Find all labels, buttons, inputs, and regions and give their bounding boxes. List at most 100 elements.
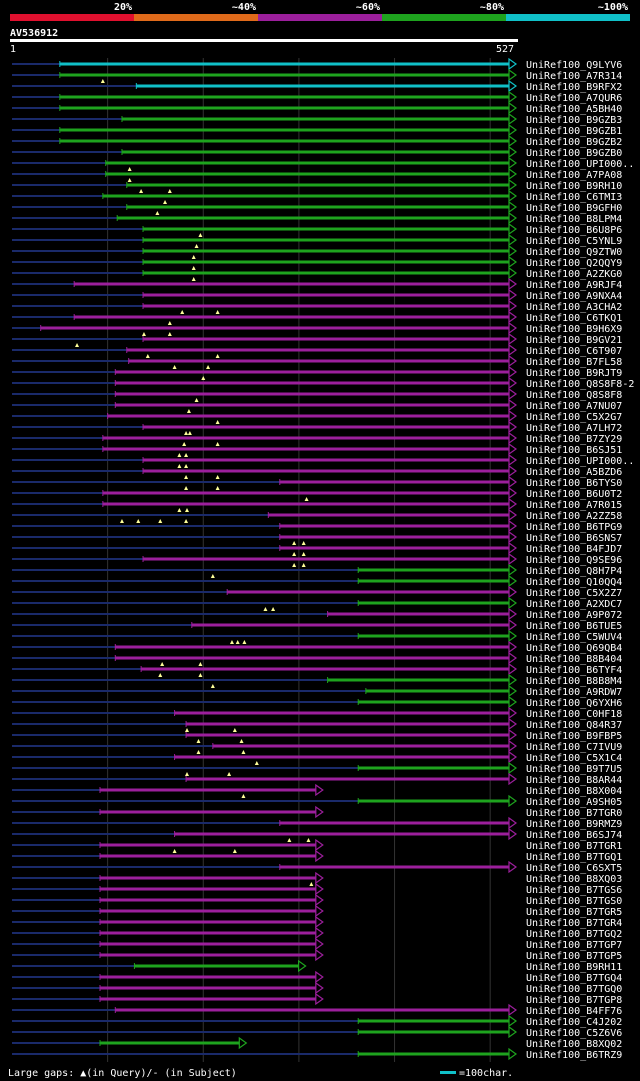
alignment-row[interactable]: UniRef100_B8B8M4 [12,673,622,688]
row-label[interactable]: UniRef100_B7TGQ1 [526,852,622,863]
row-label[interactable]: UniRef100_Q8S8F8-2 [526,379,634,390]
alignment-row[interactable]: UniRef100_Q9SE96 [12,552,622,567]
row-label[interactable]: UniRef100_Q69QB4 [526,643,622,654]
row-label[interactable]: UniRef100_B6TUE5 [526,621,622,632]
row-label[interactable]: UniRef100_B9RH11 [526,962,622,973]
alignment-row[interactable]: UniRef100_B7TGP8 [12,992,622,1006]
alignment-row[interactable]: UniRef100_B6U0T2 [12,486,622,501]
row-label[interactable]: UniRef100_B8XQ03 [526,874,622,885]
alignment-row[interactable]: UniRef100_UPI000.. [12,156,634,171]
alignment-row[interactable]: UniRef100_B7TGS6 [12,882,622,896]
alignment-row[interactable]: UniRef100_Q6YXH6 [12,695,622,709]
row-label[interactable]: UniRef100_A9RDW7 [526,687,622,698]
row-label[interactable]: UniRef100_A9RJF4 [526,280,622,291]
row-label[interactable]: UniRef100_A9NXA4 [526,291,622,302]
row-label[interactable]: UniRef100_C5X2G7 [526,412,622,423]
alignment-row[interactable]: UniRef100_A5BH40 [12,101,622,115]
alignment-row[interactable]: UniRef100_Q2QQY9 [12,255,622,270]
alignment-row[interactable]: UniRef100_UPI000.. [12,453,634,468]
row-label[interactable]: UniRef100_B7ZY29 [526,434,622,445]
row-label[interactable]: UniRef100_B4FF76 [526,1006,622,1017]
alignment-row[interactable]: UniRef100_C5X2G7 [12,409,622,424]
alignment-row[interactable]: UniRef100_B9RMZ9 [12,816,622,830]
alignment-row[interactable]: UniRef100_B9GZB2 [12,134,622,148]
alignment-row[interactable]: UniRef100_B9RH10 [12,178,622,193]
row-label[interactable]: UniRef100_B7TGQ2 [526,929,622,940]
alignment-row[interactable]: UniRef100_Q9ZTW0 [12,244,622,259]
alignment-row[interactable]: UniRef100_B4FF76 [12,1003,622,1017]
row-label[interactable]: UniRef100_B8XQ02 [526,1039,622,1050]
row-label[interactable]: UniRef100_C0HF18 [526,709,622,720]
alignment-row[interactable]: UniRef100_Q10QQ4 [12,574,622,588]
alignment-row[interactable]: UniRef100_B6SNS7 [12,530,622,545]
alignment-row[interactable]: UniRef100_B8XQ03 [12,871,622,886]
row-label[interactable]: UniRef100_B6U0T2 [526,489,622,500]
row-label[interactable]: UniRef100_A7PA08 [526,170,622,181]
row-label[interactable]: UniRef100_A2ZZ58 [526,511,622,522]
row-label[interactable]: UniRef100_C5YNL9 [526,236,622,247]
row-label[interactable]: UniRef100_B8LPM4 [526,214,622,225]
alignment-row[interactable]: UniRef100_A9P072 [12,607,622,621]
alignment-row[interactable]: UniRef100_B7TGQ4 [12,970,622,984]
row-label[interactable]: UniRef100_B6TYS0 [526,478,622,489]
alignment-row[interactable]: UniRef100_Q8S8F8-2 [12,376,634,390]
row-label[interactable]: UniRef100_A7LH72 [526,423,622,434]
row-label[interactable]: UniRef100_A3CHA2 [526,302,622,313]
alignment-row[interactable]: UniRef100_B7TGR4 [12,915,622,929]
row-label[interactable]: UniRef100_C7IVU9 [526,742,622,753]
alignment-row[interactable]: UniRef100_B8XQ02 [12,1036,622,1050]
row-label[interactable]: UniRef100_B8B404 [526,654,622,665]
row-label[interactable]: UniRef100_B7TGR0 [526,808,622,819]
row-label[interactable]: UniRef100_B7TGP7 [526,940,622,951]
row-label[interactable]: UniRef100_B9RJT9 [526,368,622,379]
row-label[interactable]: UniRef100_A7NU07 [526,401,622,412]
row-label[interactable]: UniRef100_B9GZB1 [526,126,622,137]
alignment-row[interactable]: UniRef100_C5X2Z7 [12,585,622,599]
alignment-row[interactable]: UniRef100_A9RDW7 [12,684,622,698]
alignment-row[interactable]: UniRef100_A7NU07 [12,398,622,413]
alignment-row[interactable]: UniRef100_C6TKQ1 [12,310,622,325]
row-label[interactable]: UniRef100_B6U8P6 [526,225,622,236]
row-label[interactable]: UniRef100_C5WUV4 [526,632,622,643]
row-label[interactable]: UniRef100_B6SJ74 [526,830,622,841]
alignment-row[interactable]: UniRef100_B7TGR5 [12,904,622,918]
alignment-row[interactable]: UniRef100_B6TUE5 [12,618,622,632]
alignment-row[interactable]: UniRef100_C5Z6V6 [12,1025,622,1039]
alignment-row[interactable]: UniRef100_Q8S8F8 [12,387,622,402]
alignment-row[interactable]: UniRef100_A2XDC7 [12,596,622,611]
alignment-row[interactable]: UniRef100_B7TGR0 [12,805,622,819]
alignment-row[interactable]: UniRef100_Q69QB4 [12,640,622,654]
row-label[interactable]: UniRef100_B7TGQ4 [526,973,622,984]
alignment-row[interactable]: UniRef100_B7TGS0 [12,893,622,907]
row-label[interactable]: UniRef100_B9GV21 [526,335,622,346]
row-label[interactable]: UniRef100_Q6YXH6 [526,698,622,709]
alignment-row[interactable]: UniRef100_B6SJ51 [12,442,622,457]
row-label[interactable]: UniRef100_B6TYF4 [526,665,622,676]
alignment-row[interactable]: UniRef100_Q8H7P4 [12,563,622,578]
alignment-row[interactable]: UniRef100_B6TYS0 [12,475,622,490]
row-label[interactable]: UniRef100_C6T907 [526,346,622,357]
alignment-row[interactable]: UniRef100_B9RFX2 [12,79,622,93]
alignment-row[interactable]: UniRef100_A7QUR6 [12,90,622,104]
row-label[interactable]: UniRef100_B9GFH0 [526,203,622,214]
alignment-row[interactable]: UniRef100_C6SXT5 [12,860,622,874]
row-label[interactable]: UniRef100_A7R314 [526,71,622,82]
row-label[interactable]: UniRef100_B9GZB0 [526,148,622,159]
row-label[interactable]: UniRef100_Q2QQY9 [526,258,622,269]
row-label[interactable]: UniRef100_B7TGR4 [526,918,622,929]
row-label[interactable]: UniRef100_Q9LYV6 [526,60,622,71]
row-label[interactable]: UniRef100_C5X1C4 [526,753,622,764]
alignment-row[interactable]: UniRef100_B9H6X9 [12,321,622,336]
row-label[interactable]: UniRef100_A5BH40 [526,104,622,115]
alignment-row[interactable]: UniRef100_A2ZKG0 [12,266,622,281]
row-label[interactable]: UniRef100_B7TGR1 [526,841,622,852]
row-label[interactable]: UniRef100_A9SH05 [526,797,622,808]
alignment-row[interactable]: UniRef100_B6SJ74 [12,827,622,842]
alignment-row[interactable]: UniRef100_B9RH11 [12,959,622,973]
row-label[interactable]: UniRef100_B7FL58 [526,357,622,368]
alignment-row[interactable]: UniRef100_A9NXA4 [12,288,622,302]
row-label[interactable]: UniRef100_B4FJD7 [526,544,622,555]
row-label[interactable]: UniRef100_B9GZB2 [526,137,622,148]
row-label[interactable]: UniRef100_B9RFX2 [526,82,622,93]
row-label[interactable]: UniRef100_C4J202 [526,1017,622,1028]
